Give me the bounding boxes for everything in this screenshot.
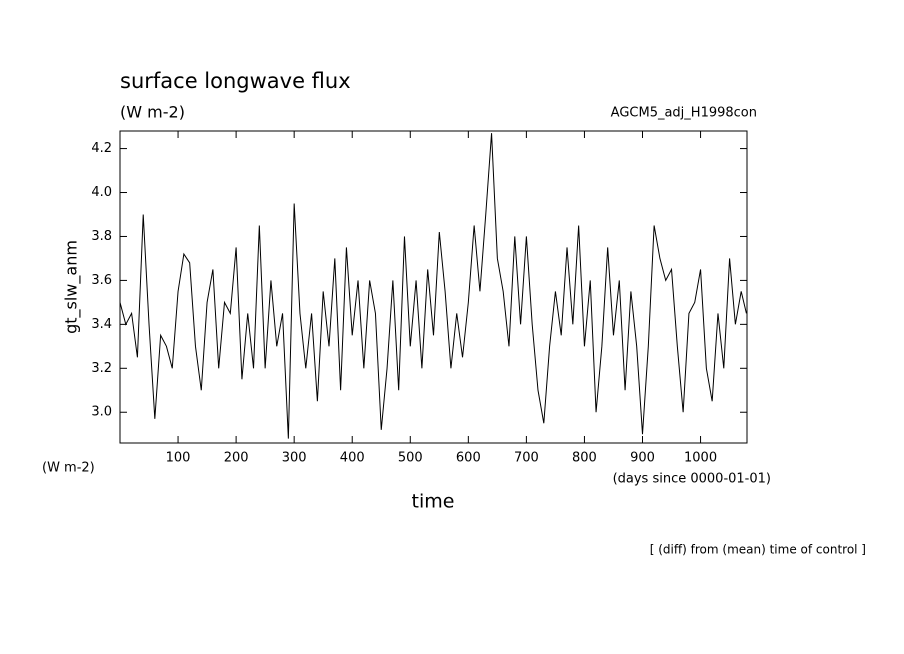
data-line: [119, 133, 747, 439]
x-tick-label: 400: [340, 451, 365, 466]
x-tick-label: 100: [166, 451, 191, 466]
y-axis-label: gt_slw_anm: [62, 240, 82, 334]
y-tick-label: 3.0: [91, 405, 112, 420]
y-units: (W m-2): [42, 461, 95, 476]
y-tick-label: 3.2: [91, 361, 112, 376]
x-tick-label: 600: [456, 451, 481, 466]
x-tick-label: 800: [572, 451, 597, 466]
x-tick-label: 300: [282, 451, 307, 466]
x-tick-label: 900: [630, 451, 655, 466]
x-tick-label: 700: [514, 451, 539, 466]
note: [ (diff) from (mean) time of control ]: [650, 543, 866, 557]
run-label: AGCM5_adj_H1998con: [611, 106, 757, 121]
y-tick-label: 4.2: [91, 141, 112, 156]
x-tick-label: 500: [398, 451, 423, 466]
x-tick-label: 200: [224, 451, 249, 466]
x-tick-label: 1000: [684, 451, 717, 466]
y-tick-label: 3.6: [91, 273, 112, 288]
x-axis-label: time: [412, 491, 455, 513]
x-units: (days since 0000-01-01): [613, 472, 771, 487]
y-tick-label: 3.4: [91, 317, 112, 332]
y-tick-label: 4.0: [91, 185, 112, 200]
chart-subtitle: (W m-2): [120, 103, 185, 122]
chart-title: surface longwave flux: [120, 69, 351, 93]
y-tick-label: 3.8: [91, 229, 112, 244]
plot-frame: [119, 130, 748, 444]
